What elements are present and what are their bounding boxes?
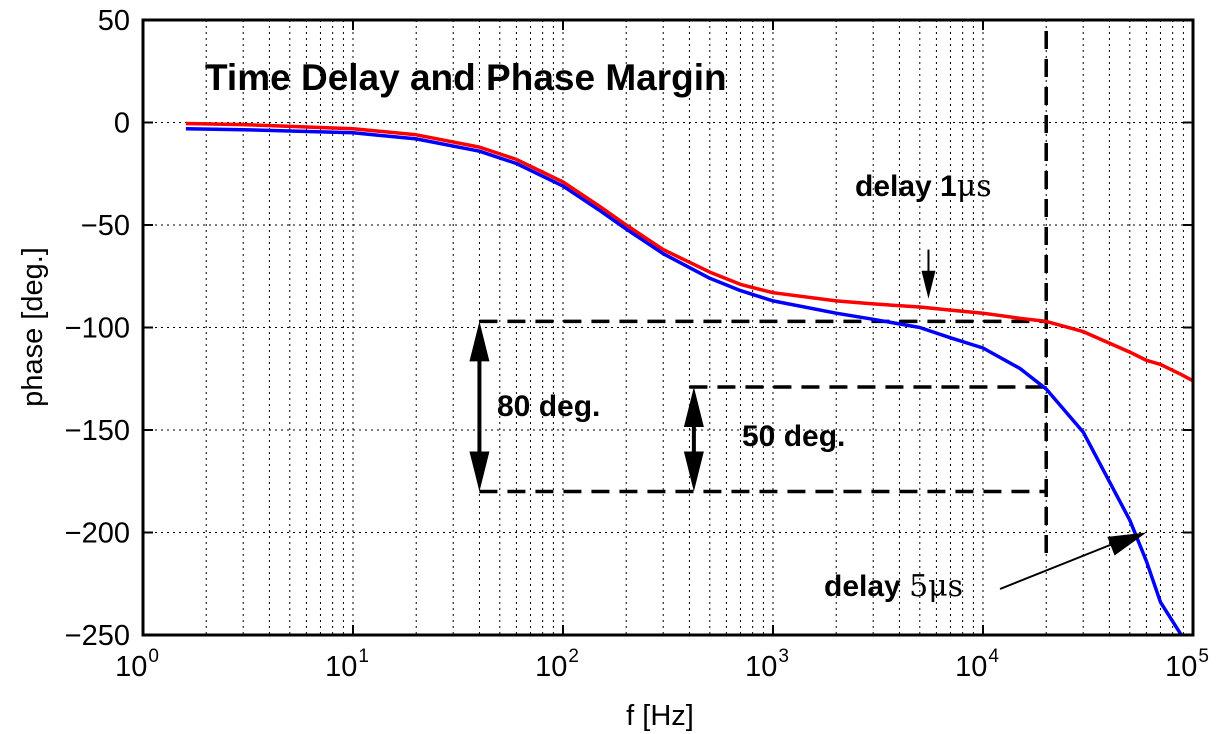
reference-lines (479, 20, 1048, 553)
x-tick-label: 102 (535, 646, 579, 683)
x-tick-exponent: 1 (358, 646, 369, 667)
x-tick-exponent: 2 (568, 646, 579, 667)
arrow-delay-5us-shaft (999, 541, 1117, 590)
x-axis-title: f [Hz] (626, 700, 694, 732)
y-tick-label: −250 (65, 620, 130, 652)
series-line-1 (185, 121, 1193, 383)
series-line-2 (185, 126, 1183, 635)
annotation-delay-5us: delay 5μs (824, 569, 963, 604)
x-tick-base: 10 (745, 651, 777, 683)
arrow-delay-5us-head (1107, 532, 1147, 556)
y-tick-label: 50 (98, 5, 130, 37)
x-tick-exponent: 5 (1198, 646, 1209, 667)
y-tick-label: −50 (81, 210, 130, 242)
x-tick-label: 103 (745, 646, 789, 683)
x-tick-base: 10 (325, 651, 357, 683)
y-axis-title: phase [deg.] (17, 247, 49, 407)
annotation-50-deg: 50 deg. (742, 420, 845, 453)
y-tick-label: −200 (65, 518, 130, 550)
y-tick-label: −150 (65, 415, 130, 447)
x-tick-label: 100 (115, 646, 159, 683)
x-tick-exponent: 0 (148, 646, 159, 667)
series-lines (185, 121, 1193, 635)
annotation-delay-1us: delay 1μs (855, 169, 992, 204)
arrow-80deg-head-bottom (469, 451, 490, 492)
x-tick-base: 10 (1165, 651, 1197, 683)
x-tick-exponent: 4 (988, 646, 999, 667)
x-tick-base: 10 (955, 651, 987, 683)
arrow-50deg-head-bottom (683, 451, 704, 492)
grid (143, 20, 1193, 635)
x-tick-base: 10 (535, 651, 567, 683)
x-tick-label: 104 (955, 646, 999, 683)
chart-title: Time Delay and Phase Margin (205, 57, 727, 98)
x-tick-label: 105 (1165, 646, 1209, 683)
arrow-delay-1us-head (921, 270, 936, 299)
annotation-80-deg: 80 deg. (497, 390, 600, 423)
annotations: delay 1μs delay 5μs 80 deg. 50 deg. (469, 169, 1147, 604)
arrow-50deg-head-top (683, 386, 704, 427)
x-tick-base: 10 (115, 651, 147, 683)
y-tick-label: −100 (65, 313, 130, 345)
x-tick-label: 101 (325, 646, 369, 683)
x-tick-exponent: 3 (778, 646, 789, 667)
arrow-80deg-head-top (469, 321, 490, 362)
y-tick-label: 0 (114, 108, 130, 140)
